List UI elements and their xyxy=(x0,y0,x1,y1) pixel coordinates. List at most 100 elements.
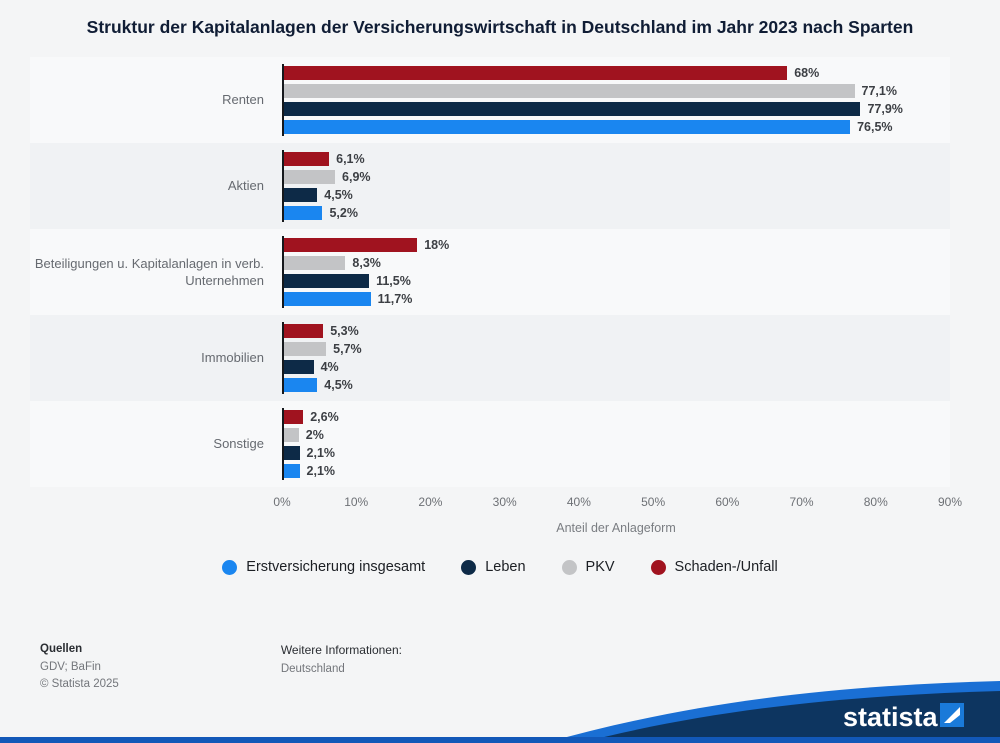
x-tick-label: 10% xyxy=(344,495,369,510)
bar-leben xyxy=(284,188,318,203)
bar-schaden-unfall xyxy=(284,66,788,81)
bar-pkv xyxy=(284,170,336,185)
statista-logo-text: statista xyxy=(843,702,939,732)
bar-group: 6,1% 6,9% 4,5% 5,2% xyxy=(282,150,950,223)
x-axis-title: Anteil der Anlageform xyxy=(556,521,676,536)
bar-value-label: 4% xyxy=(320,360,339,375)
bar-erstversicherung-insgesamt xyxy=(284,464,300,479)
bar-pkv xyxy=(284,256,346,271)
bar-value-label: 2,6% xyxy=(310,410,339,425)
bar-line: 2,1% xyxy=(284,462,950,480)
footer: Quellen GDV; BaFin © Statista 2025 Weite… xyxy=(40,643,402,692)
bar-group: 2,6% 2% 2,1% 2,1% xyxy=(282,408,950,481)
legend-label: Erstversicherung insgesamt xyxy=(246,559,426,576)
bar-value-label: 18% xyxy=(424,238,450,253)
bar-value-label: 5,7% xyxy=(333,342,362,357)
statista-banner: statista xyxy=(0,681,1000,743)
banner-bottom-strip xyxy=(0,737,1000,743)
category-label: Beteiligungen u. Kapitalanlagen in verb.… xyxy=(34,255,264,289)
legend-item-leben: Leben xyxy=(461,559,526,576)
bar-schaden-unfall xyxy=(284,324,324,339)
bar-group: 68% 77,1% 77,9% 76,5% xyxy=(282,64,950,137)
bar-value-label: 8,3% xyxy=(352,256,381,271)
bar-value-label: 6,1% xyxy=(336,152,365,167)
sources-text: GDV; BaFin xyxy=(40,661,101,673)
chart-rows: Renten 68% 77,1% 77,9% 76,5% Aktien 6,1% 6,9% 4,… xyxy=(30,57,950,488)
x-tick-label: 20% xyxy=(418,495,443,510)
legend-item-schaden-unfall: Schaden-/Unfall xyxy=(650,559,778,576)
bar-erstversicherung-insgesamt xyxy=(284,292,371,307)
info-block: Weitere Informationen: Deutschland xyxy=(281,643,402,678)
legend-label: Schaden-/Unfall xyxy=(674,559,778,576)
bar-value-label: 76,5% xyxy=(857,120,893,135)
bar-line: 76,5% xyxy=(284,118,950,136)
bar-group: 5,3% 5,7% 4% 4,5% xyxy=(282,322,950,395)
bar-line: 2,1% xyxy=(284,444,950,462)
x-tick-label: 0% xyxy=(273,495,291,510)
bar-value-label: 77,9% xyxy=(867,102,903,117)
bar-line: 4,5% xyxy=(284,186,950,204)
sources-block: Quellen GDV; BaFin © Statista 2025 xyxy=(40,643,119,692)
chart-row-beteiligungen-u-kapitalanlagen-in-verb-unternehmen: Beteiligungen u. Kapitalanlagen in verb.… xyxy=(30,229,950,316)
chart-area: Renten 68% 77,1% 77,9% 76,5% Aktien 6,1% 6,9% 4,… xyxy=(0,57,1000,535)
bar-line: 6,9% xyxy=(284,168,950,186)
x-tick-label: 80% xyxy=(863,495,888,510)
chart-row-sonstige: Sonstige 2,6% 2% 2,1% 2,1% xyxy=(30,401,950,488)
bar-value-label: 68% xyxy=(794,66,820,81)
bar-leben xyxy=(284,446,300,461)
x-axis-row: 0% 10% 20% 30% 40% 50% 60% 70% 80% 90% xyxy=(30,491,962,515)
banner-body xyxy=(580,691,1000,743)
category-label: Renten xyxy=(222,92,264,108)
bar-erstversicherung-insgesamt xyxy=(284,378,318,393)
legend-label: Leben xyxy=(485,559,526,576)
bar-line: 68% xyxy=(284,64,950,82)
bar-leben xyxy=(284,360,314,375)
copyright-text: © Statista 2025 xyxy=(40,677,119,690)
bar-line: 11,7% xyxy=(284,290,950,308)
bar-schaden-unfall xyxy=(284,410,304,425)
sources-heading: Quellen xyxy=(40,643,83,655)
bar-value-label: 11,7% xyxy=(377,292,413,307)
bar-line: 5,2% xyxy=(284,204,950,222)
bar-value-label: 4,5% xyxy=(324,378,353,393)
x-tick-label: 90% xyxy=(937,495,963,510)
bar-erstversicherung-insgesamt xyxy=(284,206,323,221)
x-tick-label: 30% xyxy=(492,495,517,510)
category-label: Immobilien xyxy=(201,350,264,366)
bar-leben xyxy=(284,102,861,117)
bar-line: 2,6% xyxy=(284,408,950,426)
statista-logo-mark-glyph xyxy=(944,707,960,723)
bar-pkv xyxy=(284,84,855,99)
bar-leben xyxy=(284,274,370,289)
info-heading: Weitere Informationen: xyxy=(280,643,402,657)
x-tick-label: 40% xyxy=(566,495,591,510)
bar-value-label: 2% xyxy=(305,428,324,443)
bar-line: 77,1% xyxy=(284,82,950,100)
x-axis-title-row: Anteil der Anlageform xyxy=(30,521,950,535)
x-tick-label: 60% xyxy=(715,495,740,510)
statista-logo: statista xyxy=(843,702,964,732)
legend-swatch-icon xyxy=(461,559,477,575)
bar-line: 8,3% xyxy=(284,254,950,272)
bar-line: 4% xyxy=(284,358,950,376)
bar-line: 2% xyxy=(284,426,950,444)
legend-swatch-icon xyxy=(561,559,577,575)
bar-value-label: 5,3% xyxy=(330,324,359,339)
bar-line: 11,5% xyxy=(284,272,950,290)
bar-value-label: 2,1% xyxy=(306,446,336,461)
legend-swatch-icon xyxy=(650,559,666,575)
bar-erstversicherung-insgesamt xyxy=(284,120,851,135)
bar-value-label: 4,5% xyxy=(324,188,353,203)
bar-schaden-unfall xyxy=(284,238,418,253)
chart-row-immobilien: Immobilien 5,3% 5,7% 4% 4,5% xyxy=(30,315,950,402)
legend-swatch-icon xyxy=(222,559,238,575)
bar-line: 18% xyxy=(284,236,950,254)
x-tick-label: 70% xyxy=(789,495,814,510)
bar-value-label: 11,5% xyxy=(376,274,411,289)
bar-value-label: 6,9% xyxy=(342,170,371,185)
bar-line: 5,7% xyxy=(284,340,950,358)
bar-line: 6,1% xyxy=(284,150,950,168)
bar-value-label: 2,1% xyxy=(306,464,336,479)
bar-schaden-unfall xyxy=(284,152,330,167)
